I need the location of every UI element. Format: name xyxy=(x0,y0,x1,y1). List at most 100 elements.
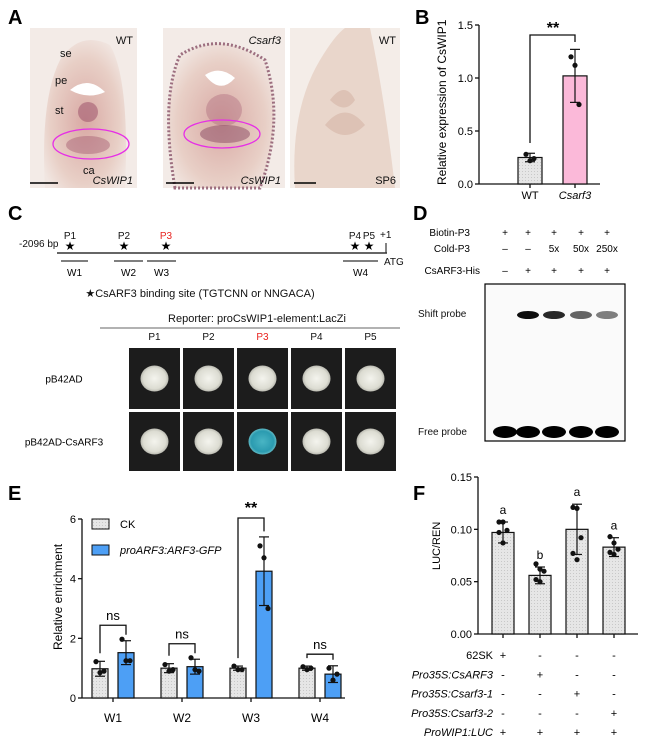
emsa-lane-value: + xyxy=(578,228,584,239)
condition-value: - xyxy=(575,669,579,681)
probe-label: CsWIP1 xyxy=(241,175,281,187)
data-point xyxy=(523,151,529,157)
chip-window-label: W3 xyxy=(154,268,169,279)
binding-site-legend: ★CsARF3 binding site (TGTCNN or NNGACA) xyxy=(85,288,314,300)
y-axis-label: LUC/REN xyxy=(431,522,443,570)
significance-bracket xyxy=(306,653,334,660)
data-point xyxy=(531,155,537,162)
significance-label: ns xyxy=(313,637,327,652)
chart-b-cswip1-expression: 0.0 0.5 1.0 1.5 Relative expression of CsWIP… xyxy=(435,19,600,202)
condition-value: - xyxy=(501,689,505,701)
data-point xyxy=(300,664,306,670)
data-point xyxy=(188,655,194,661)
y-axis-label: Relative expression of CsWIP1 xyxy=(435,19,449,185)
emsa-lane-value: + xyxy=(502,228,508,239)
emsa-lane-value: 250x xyxy=(596,244,618,255)
emsa-lane-value: + xyxy=(525,228,531,239)
condition-value: + xyxy=(537,727,543,739)
data-point xyxy=(615,546,621,552)
condition-value: - xyxy=(612,650,616,662)
free-probe-band xyxy=(493,426,517,438)
column-header: P4 xyxy=(310,332,323,343)
condition-label: Pro35S:Csarf3-2 xyxy=(411,708,493,720)
x-tick-label: WT xyxy=(521,190,538,202)
binding-site-label: P4 xyxy=(349,231,362,242)
shift-band xyxy=(543,311,565,319)
chip-window-label: W2 xyxy=(121,268,136,279)
y-tick-label: 4 xyxy=(70,574,76,586)
group-letter: a xyxy=(500,503,507,517)
panel-label-d: D xyxy=(413,203,427,225)
yeast-colony-white xyxy=(140,365,169,392)
row-label: pB42AD xyxy=(45,375,82,386)
binding-site-label: P5 xyxy=(363,231,376,242)
y-tick-label: 0.15 xyxy=(451,472,472,484)
data-point xyxy=(93,659,99,665)
x-tick-label: Csarf3 xyxy=(559,190,592,202)
x-tick-label: W2 xyxy=(173,711,191,725)
tissue-label-st: st xyxy=(55,105,64,117)
data-point xyxy=(578,535,584,541)
data-point xyxy=(568,54,574,60)
group-letter: b xyxy=(537,548,544,562)
free-probe-band xyxy=(516,426,540,438)
y-axis-label: Relative enrichment xyxy=(51,543,65,650)
emsa-lane-value: 50x xyxy=(573,244,589,255)
condition-value: - xyxy=(612,669,616,681)
emsa-lane-value: + xyxy=(604,266,610,277)
row-label: pB42AD-CsARF3 xyxy=(25,438,104,449)
y-tick-label: 0.10 xyxy=(451,524,472,536)
condition-label: ProWIP1:LUC xyxy=(424,727,493,739)
micrograph-wt-sp6-control: WT SP6 xyxy=(290,28,400,188)
data-point xyxy=(162,661,168,668)
panel-label-c: C xyxy=(8,203,22,225)
data-point xyxy=(537,579,543,585)
emsa-lane-value: – xyxy=(525,244,531,255)
data-point xyxy=(239,667,245,673)
data-point xyxy=(192,667,198,673)
data-point xyxy=(541,568,547,574)
bar xyxy=(602,546,626,635)
tissue-label-pe: pe xyxy=(55,75,67,87)
condition-value: + xyxy=(611,727,617,739)
probe-label: CsWIP1 xyxy=(93,175,133,187)
data-point xyxy=(500,519,506,525)
probe-label: SP6 xyxy=(375,175,396,187)
y-tick-label: 1.5 xyxy=(458,20,473,32)
yeast-colony-white xyxy=(194,365,223,392)
yeast-colony-white xyxy=(248,365,277,392)
binding-site-star-icon: ★ xyxy=(119,239,130,253)
y-tick-label: 2 xyxy=(70,633,76,645)
yeast-colony-white xyxy=(302,428,331,455)
condition-value: - xyxy=(538,650,542,662)
group-letter: a xyxy=(611,519,618,533)
yeast-colony-white xyxy=(140,428,169,455)
binding-site-label: P1 xyxy=(64,231,77,242)
y-tick-label: 0.5 xyxy=(458,126,473,138)
data-point xyxy=(304,667,310,673)
expression-highlight-ellipse xyxy=(52,128,130,160)
data-point xyxy=(611,540,617,546)
column-header: P1 xyxy=(148,332,161,343)
data-point xyxy=(127,658,133,664)
condition-value: + xyxy=(537,669,543,681)
micrograph-wt-cswip1: WT CsWIP1 se pe st ca xyxy=(30,28,137,188)
data-point xyxy=(537,566,543,572)
data-point xyxy=(196,668,202,674)
significance-label: ** xyxy=(245,500,258,517)
panel-label-e: E xyxy=(8,483,21,505)
y-tick-label: 0.00 xyxy=(451,629,472,641)
chip-window-label: W4 xyxy=(353,268,368,279)
genotype-label: Csarf3 xyxy=(249,35,282,47)
free-probe-band xyxy=(569,426,593,438)
condition-value: + xyxy=(500,650,506,662)
data-point xyxy=(326,665,332,671)
data-point xyxy=(570,550,576,557)
emsa-row-label: Cold-P3 xyxy=(434,244,471,255)
shift-band xyxy=(596,311,618,319)
yeast-colony-white xyxy=(194,428,223,455)
data-point xyxy=(330,677,336,683)
x-tick-label: W3 xyxy=(242,711,260,725)
yeast-one-hybrid-table: Reporter: proCsWIP1-element:LacZi P1 P2 P3… xyxy=(25,313,400,471)
data-point xyxy=(607,534,613,540)
